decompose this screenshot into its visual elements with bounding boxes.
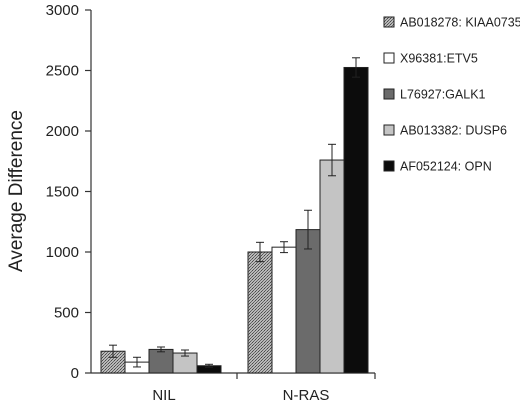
legend-swatch [383, 88, 395, 100]
legend-swatch [383, 160, 395, 172]
y-tick-label: 2500 [46, 63, 79, 80]
bars [100, 57, 369, 374]
legend-label: X96381:ETV5 [400, 52, 478, 66]
y-axis-title: Average Difference [6, 110, 27, 272]
bar [148, 348, 174, 374]
legend-label: AB018278: KIAA0735 [400, 16, 520, 30]
y-tick-label: 1500 [46, 184, 79, 201]
y-tick-label: 0 [71, 365, 79, 382]
legend-label: AB013382: DUSP6 [400, 124, 507, 138]
category-label: NIL [152, 387, 175, 404]
y-tick-label: 500 [54, 305, 79, 322]
y-tick-label: 3000 [46, 2, 79, 19]
legend-label: L76927:GALK1 [400, 88, 486, 102]
axes: 0 500 1000 1500 2000 2500 3000 NIL N-RAS [46, 2, 376, 404]
legend-swatch [383, 124, 395, 136]
bar [295, 229, 321, 374]
y-tick-label: 1000 [46, 244, 79, 261]
legend: AB018278: KIAA0735 X96381:ETV5 L76927:GALK… [383, 16, 520, 174]
bar [247, 251, 273, 374]
y-tick-label: 2000 [46, 123, 79, 140]
category-label: N-RAS [283, 387, 330, 404]
legend-swatch [383, 52, 395, 64]
legend-label: AF052124: OPN [400, 160, 492, 174]
bar [343, 66, 369, 374]
bar [319, 159, 345, 374]
bar [271, 246, 297, 374]
legend-swatch [383, 16, 395, 28]
